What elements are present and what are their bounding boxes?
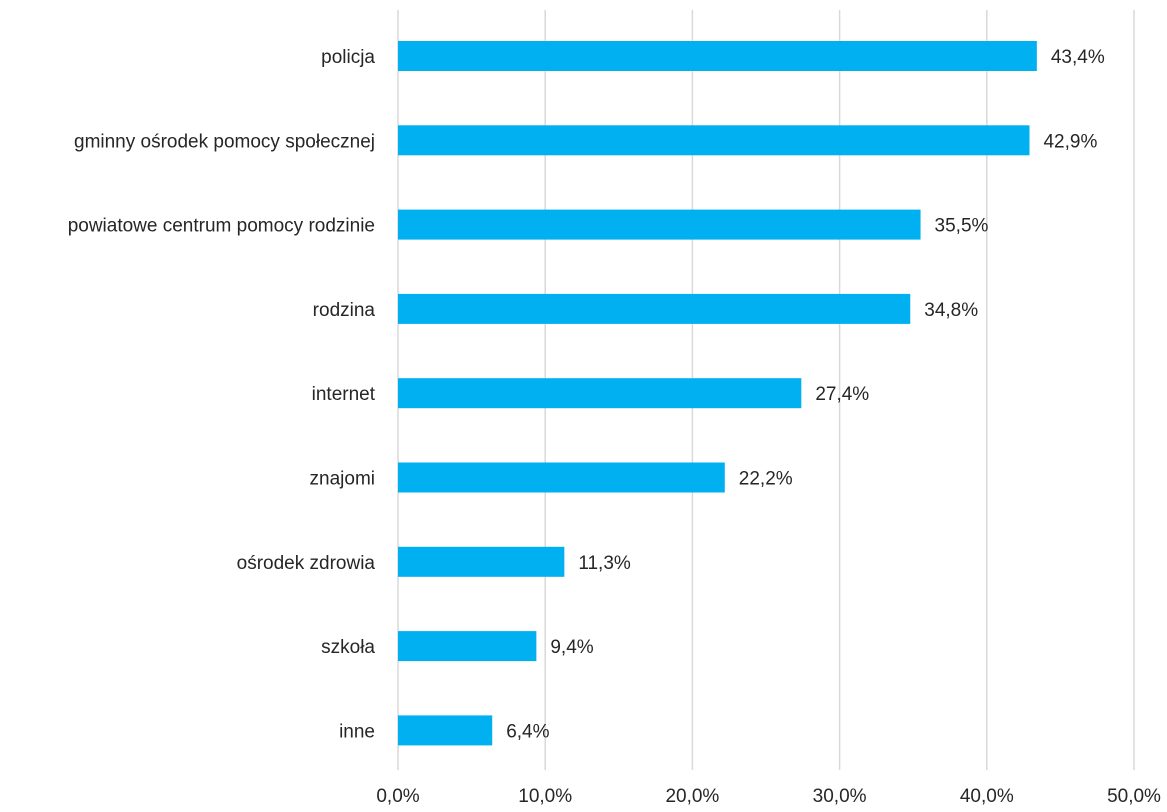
- value-label: 27,4%: [815, 384, 869, 405]
- x-tick-label: 10,0%: [518, 786, 572, 807]
- x-axis-tick-labels: 0,0% 10,0% 20,0% 30,0% 40,0% 50,0%: [376, 786, 1161, 807]
- bars: [398, 41, 1037, 746]
- bar: [398, 209, 921, 240]
- value-label: 34,8%: [924, 300, 978, 321]
- category-label: internet: [312, 384, 376, 405]
- bar: [398, 41, 1037, 71]
- x-tick-label: 0,0%: [376, 786, 419, 807]
- category-label: ośrodek zdrowia: [237, 553, 376, 574]
- value-label: 11,3%: [578, 553, 631, 574]
- bar: [398, 715, 493, 746]
- x-tick-label: 20,0%: [665, 786, 719, 807]
- category-label: znajomi: [310, 469, 375, 490]
- bar: [398, 378, 802, 409]
- bar: [398, 631, 537, 662]
- value-label: 42,9%: [1043, 131, 1097, 152]
- value-label: 35,5%: [935, 216, 989, 237]
- category-label: szkoła: [321, 637, 375, 658]
- category-labels: policja gminny ośrodek pomocy społecznej p…: [68, 47, 376, 742]
- category-label: gminny ośrodek pomocy społecznej: [74, 131, 375, 152]
- category-label: inne: [339, 721, 375, 742]
- value-label: 22,2%: [739, 469, 793, 490]
- value-label: 43,4%: [1051, 47, 1105, 68]
- x-tick-label: 50,0%: [1107, 786, 1161, 807]
- value-labels: 43,4% 42,9% 35,5% 34,8% 27,4% 22,2% 11,3% 9,4% 6…: [506, 47, 1105, 742]
- x-tick-label: 40,0%: [960, 786, 1014, 807]
- category-label: policja: [321, 47, 375, 68]
- category-label: rodzina: [313, 300, 376, 321]
- bar: [398, 462, 725, 493]
- bar: [398, 125, 1030, 156]
- value-label: 6,4%: [506, 721, 549, 742]
- bar: [398, 546, 565, 577]
- category-label: powiatowe centrum pomocy rodzinie: [68, 216, 375, 237]
- x-tick-label: 30,0%: [813, 786, 867, 807]
- bar: [398, 293, 911, 324]
- value-label: 9,4%: [550, 637, 593, 658]
